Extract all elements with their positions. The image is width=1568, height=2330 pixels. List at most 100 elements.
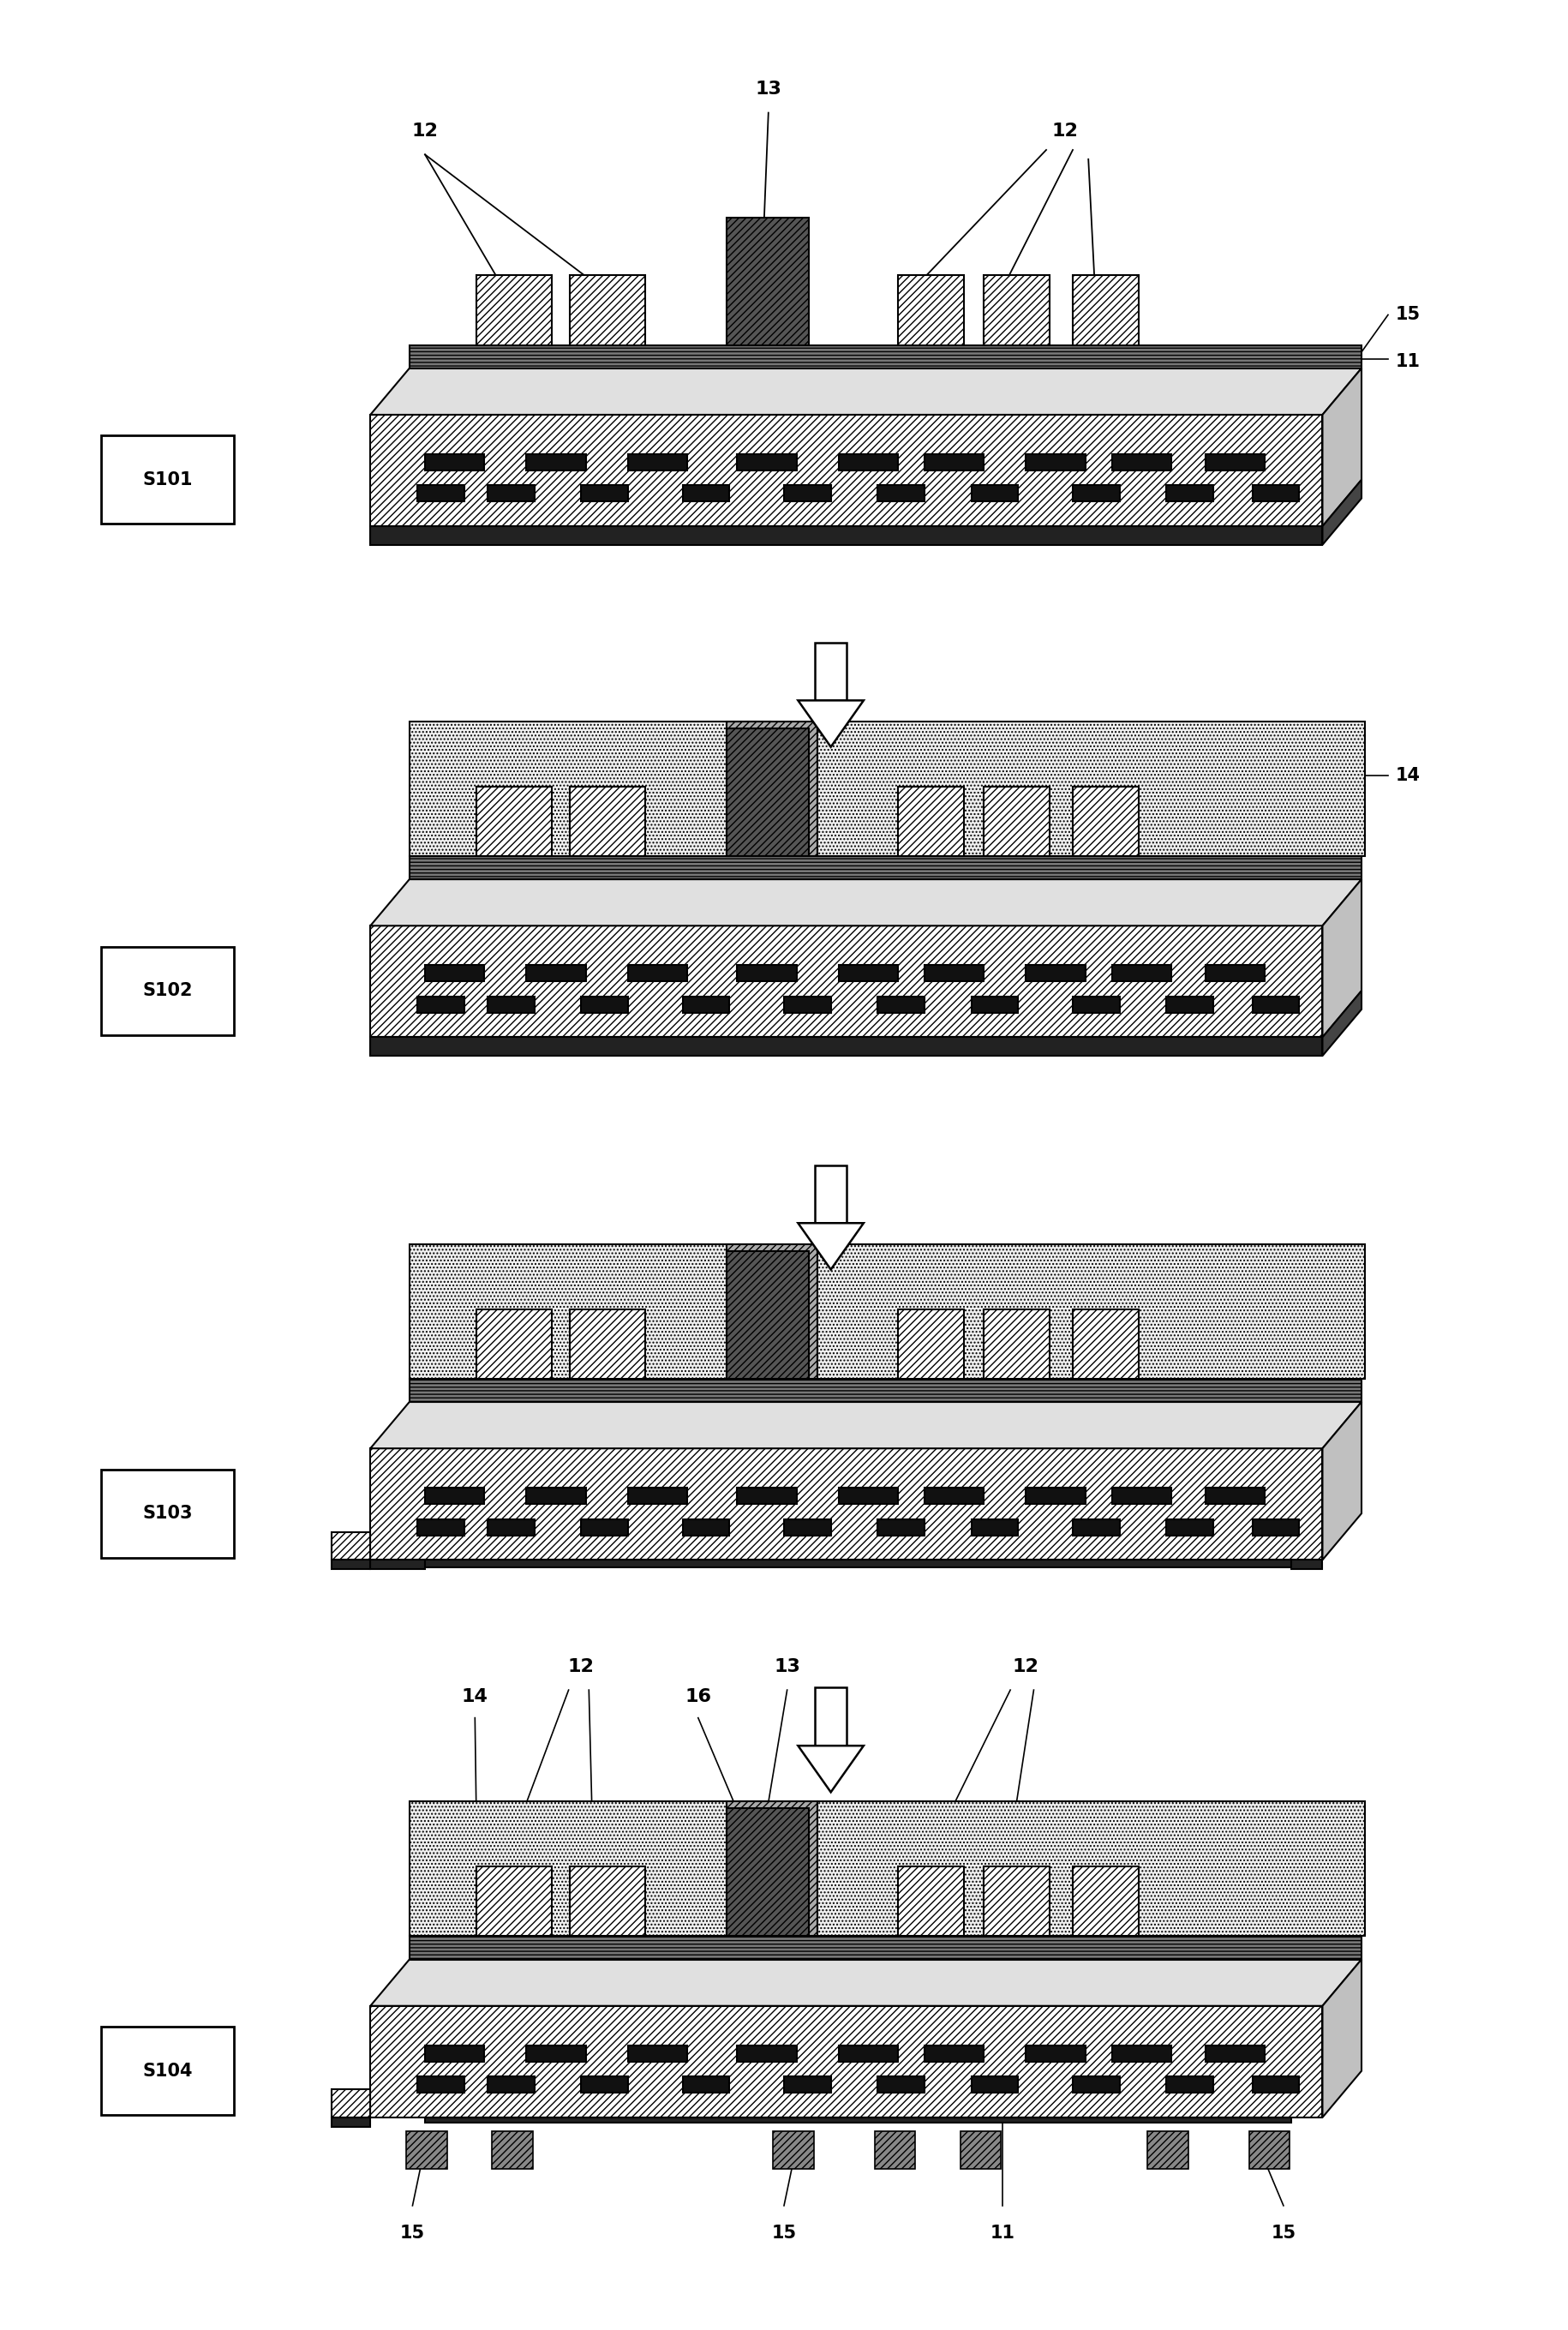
Bar: [784, 1519, 831, 1535]
Polygon shape: [425, 1559, 1292, 1568]
Bar: [817, 1244, 1364, 1379]
Bar: [627, 965, 687, 981]
Bar: [971, 1519, 1018, 1535]
Bar: [1167, 2076, 1214, 2092]
Bar: [983, 1309, 1049, 1379]
Text: S101: S101: [143, 471, 193, 489]
Bar: [488, 1519, 535, 1535]
Bar: [773, 2132, 814, 2169]
Polygon shape: [370, 415, 1322, 527]
Polygon shape: [370, 2006, 1322, 2118]
Bar: [417, 2076, 464, 2092]
Bar: [100, 946, 234, 1035]
Bar: [815, 1687, 847, 1745]
Polygon shape: [1322, 368, 1361, 527]
Bar: [1073, 1309, 1138, 1379]
Bar: [726, 1244, 817, 1379]
Bar: [417, 1519, 464, 1535]
Bar: [627, 2046, 687, 2062]
Bar: [425, 965, 485, 981]
Text: 13: 13: [775, 1659, 800, 1675]
Polygon shape: [331, 2090, 370, 2118]
Bar: [839, 1489, 898, 1505]
Text: 12: 12: [412, 123, 437, 140]
Polygon shape: [370, 925, 1322, 1037]
Bar: [100, 1470, 234, 1556]
Bar: [726, 1801, 817, 1936]
Text: 16: 16: [685, 1689, 712, 1706]
Bar: [817, 1801, 1364, 1936]
Text: 14: 14: [461, 1689, 488, 1706]
Polygon shape: [331, 2118, 370, 2127]
Polygon shape: [370, 527, 1322, 545]
Bar: [682, 2076, 729, 2092]
Bar: [878, 485, 925, 501]
Bar: [1112, 454, 1171, 471]
Text: 12: 12: [568, 1659, 594, 1675]
Bar: [409, 722, 770, 855]
Bar: [737, 965, 797, 981]
Bar: [425, 1489, 485, 1505]
Bar: [1025, 454, 1085, 471]
Bar: [488, 997, 535, 1014]
Bar: [527, 1489, 586, 1505]
Bar: [983, 785, 1049, 855]
Bar: [1206, 1489, 1265, 1505]
Bar: [477, 275, 552, 345]
Bar: [839, 2046, 898, 2062]
Bar: [1167, 485, 1214, 501]
Polygon shape: [1322, 878, 1361, 1037]
Bar: [925, 454, 983, 471]
Polygon shape: [1322, 990, 1361, 1055]
Bar: [682, 1519, 729, 1535]
Text: 11: 11: [989, 2225, 1014, 2241]
Polygon shape: [370, 1403, 1361, 1449]
Bar: [425, 454, 485, 471]
Bar: [417, 485, 464, 501]
Bar: [1167, 997, 1214, 1014]
Bar: [527, 454, 586, 471]
Polygon shape: [331, 1533, 370, 1559]
Polygon shape: [409, 1379, 1361, 1403]
Polygon shape: [370, 1559, 425, 1568]
Bar: [726, 217, 809, 345]
Bar: [983, 1866, 1049, 1936]
Polygon shape: [1322, 1960, 1361, 2118]
Bar: [1073, 1519, 1120, 1535]
Bar: [682, 485, 729, 501]
Bar: [726, 1808, 809, 1936]
Text: 12: 12: [1013, 1659, 1040, 1675]
Text: S104: S104: [143, 2062, 193, 2078]
Bar: [1253, 485, 1298, 501]
Bar: [1253, 2076, 1298, 2092]
Bar: [1206, 965, 1265, 981]
Bar: [1112, 1489, 1171, 1505]
Bar: [839, 965, 898, 981]
Bar: [492, 2132, 533, 2169]
Bar: [737, 1489, 797, 1505]
Bar: [582, 1519, 627, 1535]
Polygon shape: [425, 2118, 1292, 2123]
Polygon shape: [331, 1559, 370, 1568]
Bar: [571, 275, 644, 345]
Bar: [627, 1489, 687, 1505]
Bar: [878, 1519, 925, 1535]
Bar: [898, 1309, 964, 1379]
Polygon shape: [370, 368, 1361, 415]
Polygon shape: [370, 878, 1361, 925]
Text: 15: 15: [1396, 305, 1421, 324]
Text: S103: S103: [143, 1505, 193, 1521]
Bar: [925, 965, 983, 981]
Bar: [582, 2076, 627, 2092]
Bar: [1073, 785, 1138, 855]
Bar: [898, 275, 964, 345]
Bar: [527, 2046, 586, 2062]
Bar: [627, 454, 687, 471]
Polygon shape: [409, 1936, 1361, 1960]
Bar: [1112, 965, 1171, 981]
Bar: [682, 997, 729, 1014]
Bar: [582, 485, 627, 501]
Bar: [726, 729, 809, 855]
Bar: [737, 454, 797, 471]
Bar: [1025, 2046, 1085, 2062]
